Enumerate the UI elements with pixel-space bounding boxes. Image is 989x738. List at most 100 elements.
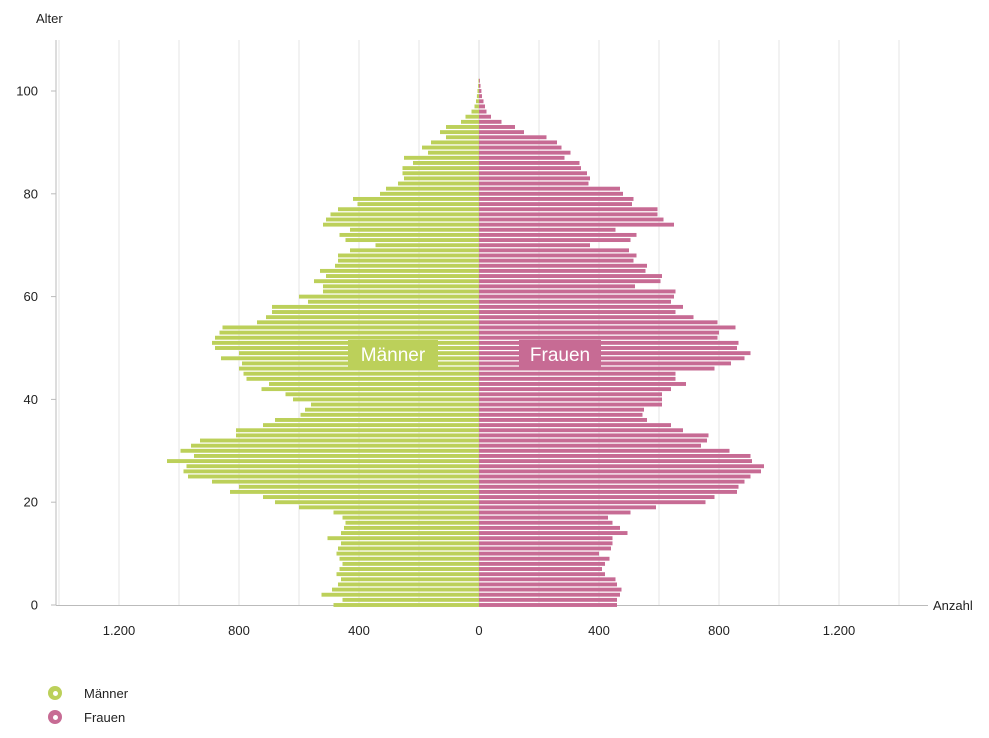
- female-bar[interactable]: [479, 474, 751, 479]
- male-bar[interactable]: [344, 525, 479, 530]
- female-bar[interactable]: [479, 531, 628, 535]
- female-bar[interactable]: [479, 222, 674, 227]
- male-bar[interactable]: [222, 325, 480, 330]
- female-bar[interactable]: [479, 469, 761, 474]
- male-bar[interactable]: [332, 587, 479, 592]
- female-bar[interactable]: [479, 238, 631, 243]
- female-bar[interactable]: [479, 525, 620, 530]
- female-bar[interactable]: [479, 289, 676, 294]
- female-bar[interactable]: [479, 510, 631, 515]
- female-bar[interactable]: [479, 243, 590, 248]
- male-bar[interactable]: [261, 387, 480, 392]
- male-bar[interactable]: [272, 310, 479, 314]
- female-bar[interactable]: [479, 561, 605, 566]
- female-bar[interactable]: [479, 258, 634, 263]
- male-bar[interactable]: [314, 279, 479, 284]
- female-bar[interactable]: [479, 186, 620, 191]
- male-bar[interactable]: [215, 346, 479, 350]
- female-bar[interactable]: [479, 443, 701, 448]
- male-bar[interactable]: [402, 171, 480, 176]
- female-bar[interactable]: [479, 135, 547, 140]
- female-bar[interactable]: [479, 495, 715, 500]
- female-bar[interactable]: [479, 505, 656, 510]
- male-bar[interactable]: [330, 212, 480, 217]
- male-bar[interactable]: [230, 489, 479, 494]
- female-bar[interactable]: [479, 191, 623, 196]
- male-bar[interactable]: [285, 392, 480, 397]
- female-bar[interactable]: [479, 325, 736, 330]
- female-bar[interactable]: [479, 274, 662, 278]
- female-bar[interactable]: [479, 340, 739, 345]
- female-bar[interactable]: [479, 78, 480, 83]
- female-bar[interactable]: [479, 412, 643, 417]
- male-bar[interactable]: [219, 330, 480, 335]
- male-bar[interactable]: [305, 407, 479, 412]
- male-bar[interactable]: [326, 274, 479, 278]
- female-bar[interactable]: [479, 387, 671, 392]
- male-bar[interactable]: [327, 536, 480, 541]
- male-bar[interactable]: [431, 140, 479, 145]
- male-bar[interactable]: [440, 130, 479, 135]
- female-bar[interactable]: [479, 104, 485, 109]
- female-bar[interactable]: [479, 232, 637, 237]
- legend-item-male[interactable]: Männer: [48, 682, 128, 704]
- female-bar[interactable]: [479, 196, 634, 201]
- female-bar[interactable]: [479, 150, 571, 155]
- male-bar[interactable]: [167, 459, 479, 464]
- male-bar[interactable]: [338, 258, 479, 263]
- male-bar[interactable]: [336, 572, 480, 577]
- male-bar[interactable]: [478, 78, 479, 83]
- female-bar[interactable]: [479, 248, 629, 253]
- male-bar[interactable]: [333, 603, 480, 607]
- female-bar[interactable]: [479, 130, 524, 135]
- male-bar[interactable]: [341, 577, 479, 582]
- female-bar[interactable]: [479, 423, 671, 428]
- female-bar[interactable]: [479, 366, 715, 371]
- male-bar[interactable]: [212, 479, 479, 484]
- female-bar[interactable]: [479, 572, 605, 577]
- female-bar[interactable]: [479, 217, 664, 222]
- female-bar[interactable]: [479, 371, 676, 376]
- male-bar[interactable]: [212, 340, 479, 345]
- female-bar[interactable]: [479, 515, 608, 520]
- female-bar[interactable]: [479, 402, 662, 407]
- male-bar[interactable]: [186, 464, 480, 469]
- male-bar[interactable]: [402, 166, 480, 171]
- male-bar[interactable]: [299, 505, 479, 510]
- female-bar[interactable]: [479, 551, 599, 556]
- female-bar[interactable]: [479, 407, 644, 412]
- female-bar[interactable]: [479, 263, 647, 268]
- female-bar[interactable]: [479, 176, 590, 181]
- male-bar[interactable]: [345, 238, 480, 243]
- male-bar[interactable]: [263, 495, 479, 500]
- female-bar[interactable]: [479, 541, 613, 546]
- male-bar[interactable]: [293, 397, 479, 402]
- male-bar[interactable]: [476, 94, 479, 99]
- female-bar[interactable]: [479, 202, 632, 207]
- female-bar[interactable]: [479, 114, 491, 119]
- male-bar[interactable]: [339, 232, 480, 237]
- female-bar[interactable]: [479, 166, 581, 171]
- female-bar[interactable]: [479, 376, 676, 381]
- male-bar[interactable]: [339, 556, 480, 561]
- male-bar[interactable]: [398, 181, 479, 186]
- legend-item-female[interactable]: Frauen: [48, 706, 128, 728]
- male-bar[interactable]: [446, 135, 479, 140]
- male-bar[interactable]: [345, 520, 480, 525]
- male-bar[interactable]: [339, 567, 480, 571]
- female-bar[interactable]: [479, 268, 646, 273]
- female-bar[interactable]: [479, 500, 706, 505]
- male-bar[interactable]: [413, 161, 479, 165]
- female-bar[interactable]: [479, 453, 751, 458]
- female-bar[interactable]: [479, 330, 719, 335]
- female-bar[interactable]: [479, 227, 616, 232]
- male-bar[interactable]: [422, 145, 479, 150]
- male-bar[interactable]: [191, 443, 479, 448]
- male-bar[interactable]: [299, 294, 479, 299]
- male-bar[interactable]: [236, 428, 479, 433]
- male-bar[interactable]: [323, 289, 479, 294]
- female-bar[interactable]: [479, 577, 616, 582]
- female-bar[interactable]: [479, 315, 694, 320]
- male-bar[interactable]: [353, 196, 479, 201]
- male-bar[interactable]: [461, 119, 479, 124]
